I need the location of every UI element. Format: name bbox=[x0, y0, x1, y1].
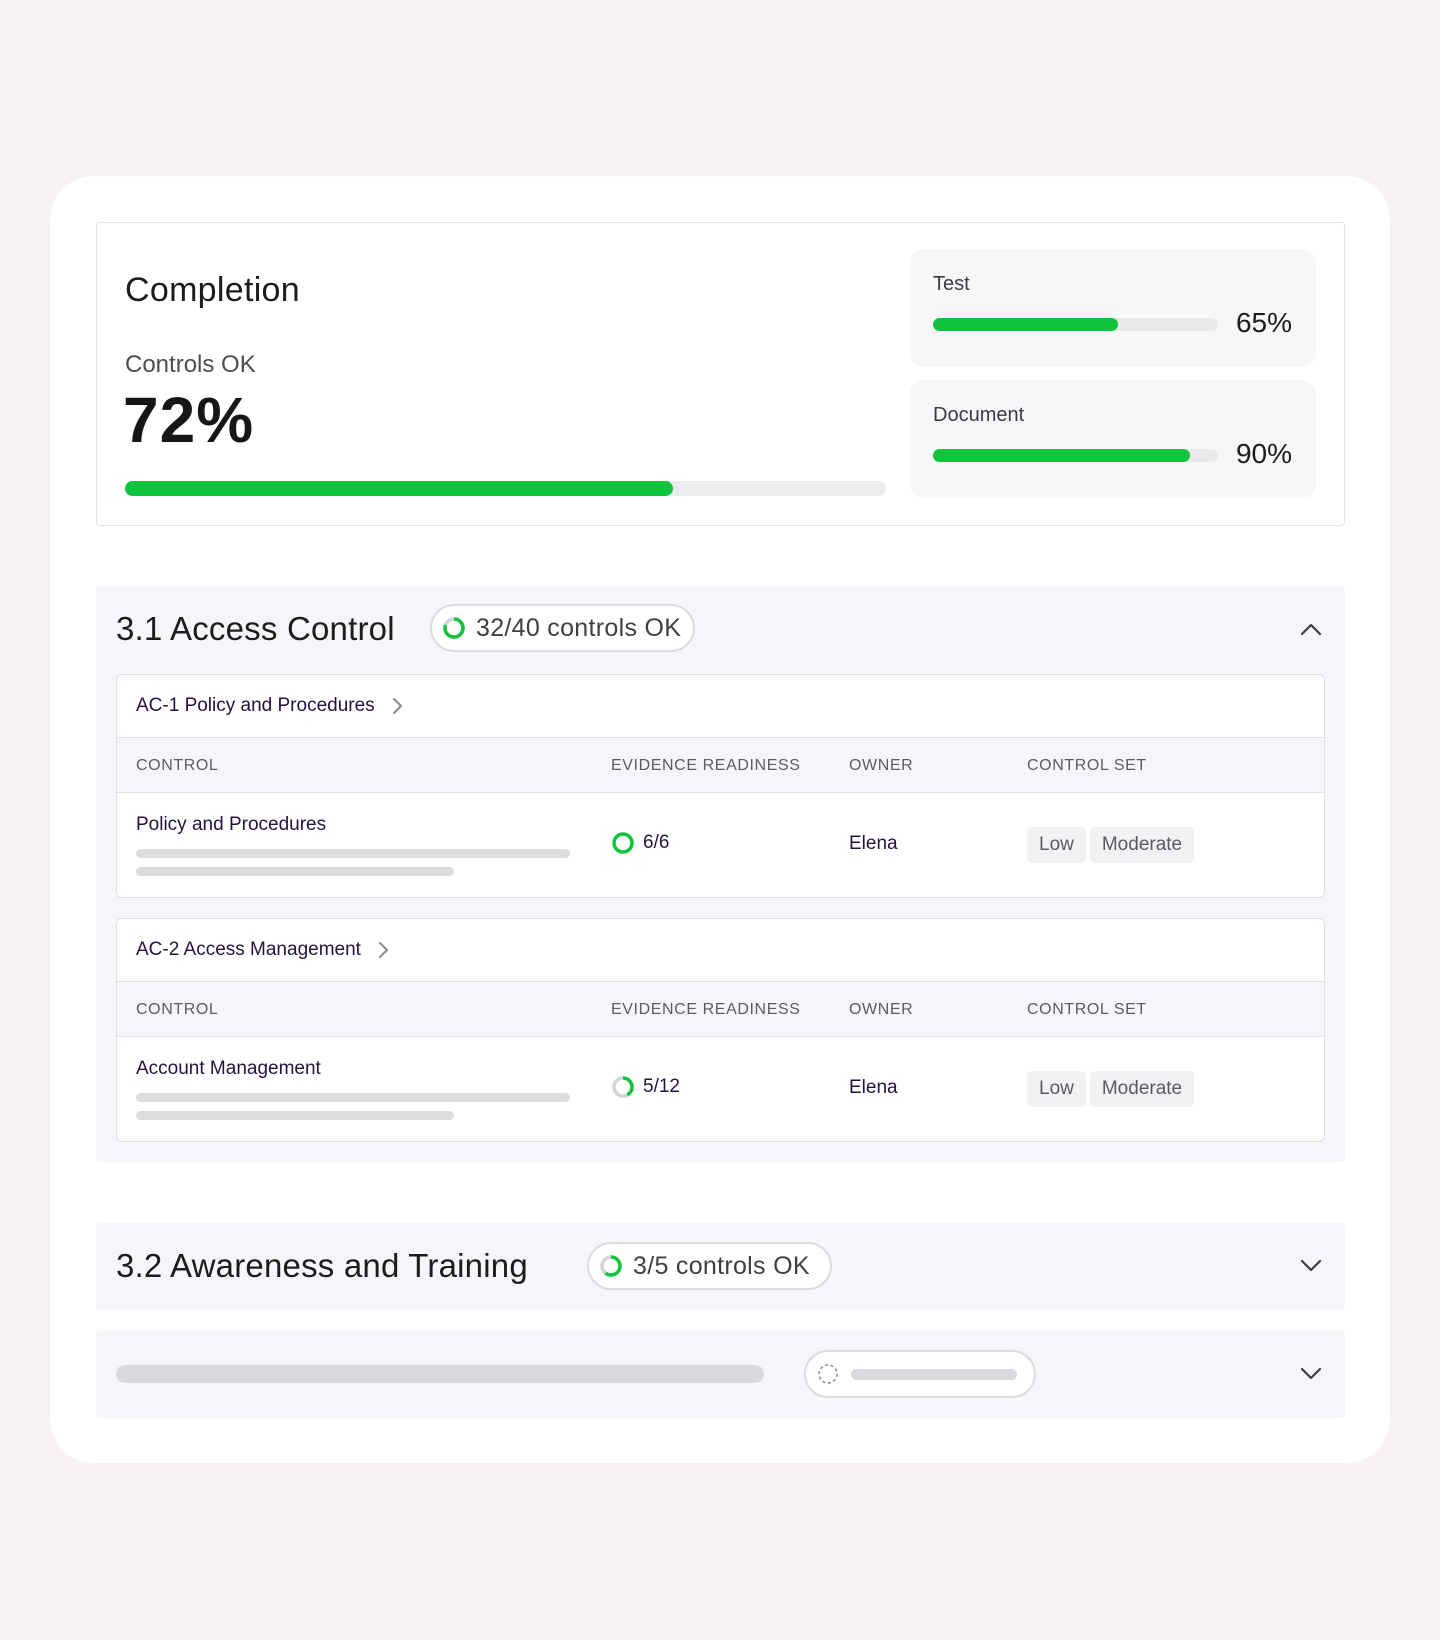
control-name[interactable]: Policy and Procedures bbox=[136, 814, 327, 835]
metric-test-progress-fill bbox=[933, 318, 1119, 331]
description-placeholder bbox=[136, 867, 454, 876]
section-access-control: 3.1 Access Control 32/40 controls OK AC-… bbox=[96, 586, 1345, 1162]
control-group-ac1: AC-1 Policy and Procedures CONTROL EVIDE… bbox=[116, 674, 1325, 898]
loading-ring-icon bbox=[816, 1362, 840, 1391]
section-status-badge: 3/5 controls OK bbox=[587, 1242, 832, 1290]
completion-title: Completion bbox=[125, 271, 300, 309]
section-loading-placeholder bbox=[96, 1331, 1345, 1418]
progress-ring-icon bbox=[611, 1075, 635, 1099]
controls-ok-value: 72% bbox=[123, 384, 255, 456]
control-name[interactable]: Account Management bbox=[136, 1058, 321, 1079]
metric-test-value: 65% bbox=[1235, 307, 1292, 338]
table-row[interactable]: Account Management 5/12 Elena Low Moder bbox=[117, 1037, 1324, 1141]
control-group-header[interactable]: AC-2 Access Management bbox=[117, 919, 1324, 982]
status-text-placeholder bbox=[851, 1369, 1017, 1380]
column-header-control: CONTROL bbox=[136, 1001, 219, 1018]
section-title: 3.2 Awareness and Training bbox=[116, 1247, 528, 1284]
section-status-text: 32/40 controls OK bbox=[476, 613, 682, 642]
table-header: CONTROL EVIDENCE READINESS OWNER CONTROL… bbox=[117, 982, 1324, 1037]
evidence-readiness: 6/6 bbox=[611, 831, 669, 855]
chevron-right-icon bbox=[377, 941, 389, 959]
section-status-badge: 32/40 controls OK bbox=[430, 604, 695, 652]
control-set-tags: Low Moderate bbox=[1027, 1071, 1198, 1107]
description-placeholder bbox=[136, 1093, 570, 1102]
table-header: CONTROL EVIDENCE READINESS OWNER CONTROL… bbox=[117, 738, 1324, 793]
section-status-text: 3/5 controls OK bbox=[633, 1251, 810, 1280]
evidence-readiness-value: 5/12 bbox=[643, 1076, 680, 1097]
control-group-header[interactable]: AC-1 Policy and Procedures bbox=[117, 675, 1324, 738]
completion-progress-fill bbox=[125, 481, 673, 496]
metric-document-progress-bar bbox=[933, 449, 1218, 462]
metric-document-value: 90% bbox=[1235, 438, 1292, 469]
control-group-title: AC-2 Access Management bbox=[136, 939, 361, 960]
title-placeholder bbox=[116, 1365, 764, 1383]
description-placeholder bbox=[136, 1111, 454, 1120]
column-header-owner: OWNER bbox=[849, 757, 914, 774]
column-header-control: CONTROL bbox=[136, 757, 219, 774]
evidence-readiness: 5/12 bbox=[611, 1075, 680, 1099]
column-header-control-set: CONTROL SET bbox=[1027, 757, 1147, 774]
controls-ok-label: Controls OK bbox=[125, 351, 256, 378]
section-title: 3.1 Access Control bbox=[116, 610, 395, 647]
tag-moderate: Moderate bbox=[1089, 827, 1195, 863]
tag-moderate: Moderate bbox=[1089, 1071, 1195, 1107]
section-awareness-training[interactable]: 3.2 Awareness and Training 3/5 controls … bbox=[96, 1223, 1345, 1310]
description-placeholder bbox=[136, 849, 570, 858]
progress-ring-icon bbox=[611, 831, 635, 855]
control-group-title: AC-1 Policy and Procedures bbox=[136, 695, 375, 716]
metric-test: Test 65% bbox=[910, 249, 1316, 367]
progress-ring-icon bbox=[599, 1254, 623, 1278]
owner-name: Elena bbox=[849, 833, 898, 854]
evidence-readiness-value: 6/6 bbox=[643, 832, 670, 853]
completion-panel: Completion Controls OK 72% Test 65% Docu… bbox=[96, 222, 1345, 526]
status-badge-placeholder bbox=[804, 1350, 1036, 1398]
column-header-evidence-readiness: EVIDENCE READINESS bbox=[611, 1001, 801, 1018]
tag-low: Low bbox=[1027, 827, 1086, 863]
column-header-evidence-readiness: EVIDENCE READINESS bbox=[611, 757, 801, 774]
metric-test-progress-bar bbox=[933, 318, 1218, 331]
owner-name: Elena bbox=[849, 1077, 898, 1098]
column-header-control-set: CONTROL SET bbox=[1027, 1001, 1147, 1018]
control-group-ac2: AC-2 Access Management CONTROL EVIDENCE … bbox=[116, 918, 1325, 1142]
metric-document: Document 90% bbox=[910, 380, 1316, 498]
control-set-tags: Low Moderate bbox=[1027, 827, 1198, 863]
compliance-card: Completion Controls OK 72% Test 65% Docu… bbox=[50, 176, 1390, 1463]
chevron-down-icon[interactable] bbox=[1297, 1252, 1325, 1280]
column-header-owner: OWNER bbox=[849, 1001, 914, 1018]
table-row[interactable]: Policy and Procedures 6/6 Elena Low Mode… bbox=[117, 793, 1324, 897]
tag-low: Low bbox=[1027, 1071, 1086, 1107]
metric-test-label: Test bbox=[933, 273, 970, 295]
progress-ring-icon bbox=[442, 616, 466, 640]
chevron-right-icon bbox=[391, 697, 403, 715]
chevron-up-icon[interactable] bbox=[1297, 615, 1325, 643]
chevron-down-icon[interactable] bbox=[1297, 1360, 1325, 1388]
metric-document-label: Document bbox=[933, 404, 1025, 426]
completion-progress-bar bbox=[125, 481, 886, 496]
metric-document-progress-fill bbox=[933, 449, 1190, 462]
